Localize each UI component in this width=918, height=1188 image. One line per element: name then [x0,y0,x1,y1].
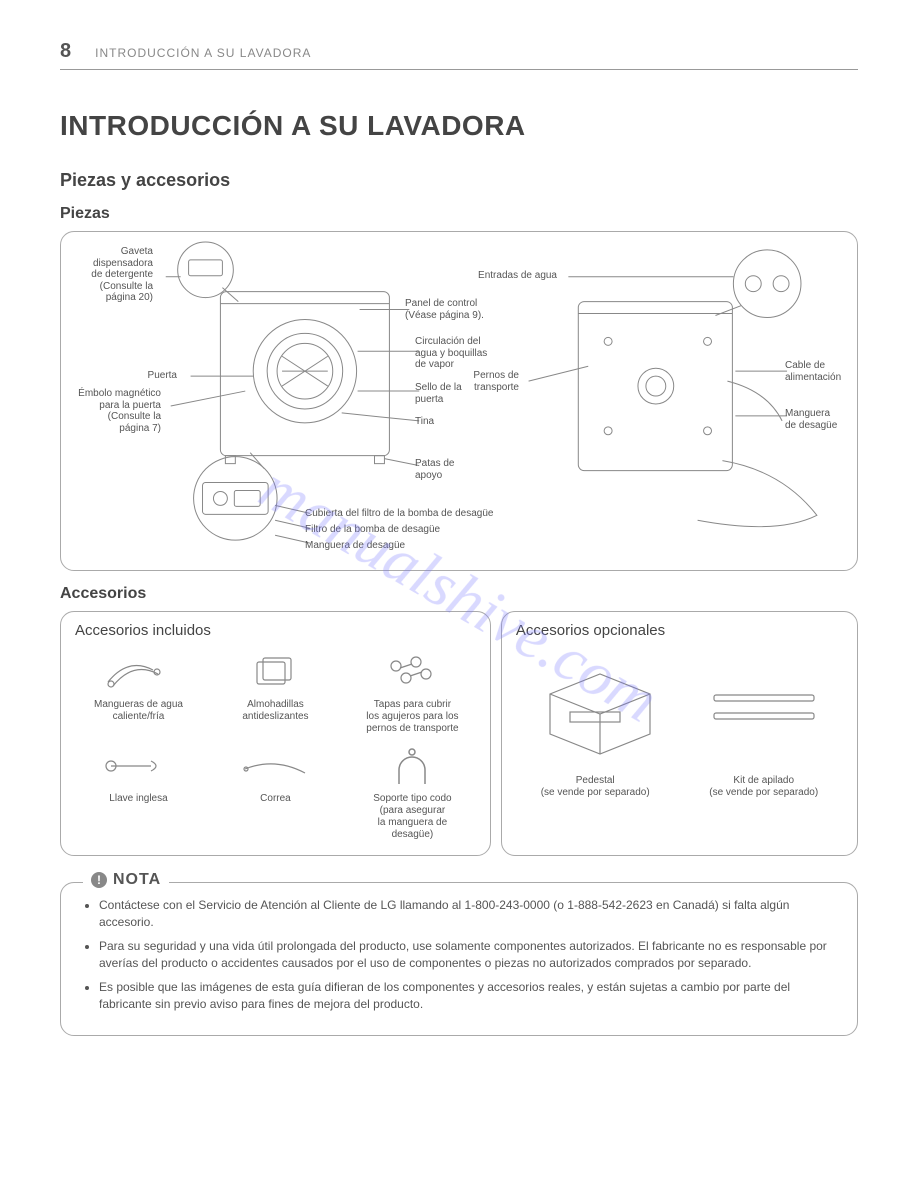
item-llave-label: Llave inglesa [109,793,167,804]
opcionales-grid: Pedestal(se vende por separado) Kit de a… [516,649,843,799]
label-manguera-front: Manguera de desagüe [305,540,405,552]
hose-icon [75,649,202,695]
label-embolo: Émbolo magnéticopara la puerta(Consulte … [63,388,161,434]
page-header: 8 INTRODUCCIÓN A SU LAVADORA [60,40,858,70]
section-parts-title: Piezas y accesorios [60,170,858,191]
info-icon: ! [91,872,107,888]
nota-legend: ! NOTA [83,871,169,889]
label-sello: Sello de lapuerta [415,382,462,405]
stacking-kit-icon [684,649,843,769]
nota-title: NOTA [113,871,161,889]
label-gaveta: Gavetadispensadorade detergente(Consulte… [67,246,153,304]
accesorios-incluidos-box: Accesorios incluidos Mangueras de aguaca… [60,611,491,856]
item-mangueras-label: Mangueras de aguacaliente/fría [94,699,183,722]
item-pedestal-label: Pedestal(se vende por separado) [541,775,650,798]
strap-icon [212,743,339,789]
elbow-icon [349,743,476,789]
item-correa: Correa [212,743,339,841]
caps-icon [349,649,476,695]
main-title: INTRODUCCIÓN A SU LAVADORA [60,110,858,142]
wrench-icon [75,743,202,789]
item-kit-label: Kit de apilado(se vende por separado) [709,775,818,798]
accesorios-subtitle: Accesorios [60,585,858,603]
header-title: INTRODUCCIÓN A SU LAVADORA [95,46,311,60]
item-kit: Kit de apilado(se vende por separado) [684,649,843,799]
nota-box: ! NOTA Contáctese con el Servicio de Ate… [60,882,858,1036]
label-cubierta-filtro: Cubierta del filtro de la bomba de desag… [305,508,493,520]
item-correa-label: Correa [260,793,291,804]
opcionales-title: Accesorios opcionales [516,622,843,639]
label-panel: Panel de control(Véase página 9). [405,298,484,321]
accesorios-row: Accesorios incluidos Mangueras de aguaca… [60,611,858,856]
incluidos-grid: Mangueras de aguacaliente/fría Almohadil… [75,649,476,841]
label-circulacion: Circulación delagua y boquillasde vapor [415,336,487,371]
label-tina: Tina [415,416,434,428]
label-puerta: Puerta [125,370,177,382]
item-mangueras: Mangueras de aguacaliente/fría [75,649,202,735]
label-pernos: Pernos detransporte [459,370,519,393]
pedestal-icon [516,649,675,769]
label-filtro: Filtro de la bomba de desagüe [305,524,440,536]
item-pedestal: Pedestal(se vende por separado) [516,649,675,799]
label-cable: Cable dealimentación [785,360,841,383]
item-almohadillas: Almohadillasantideslizantes [212,649,339,735]
item-llave: Llave inglesa [75,743,202,841]
piezas-subtitle: Piezas [60,205,858,223]
item-tapas-label: Tapas para cubrirlos agujeros para lospe… [366,699,458,734]
item-almohadillas-label: Almohadillasantideslizantes [242,699,308,722]
accesorios-opcionales-box: Accesorios opcionales Pedestal(se vende … [501,611,858,856]
nota-item: Es posible que las imágenes de esta guía… [99,979,839,1014]
page-number: 8 [60,40,71,63]
nota-list: Contáctese con el Servicio de Atención a… [79,897,839,1013]
label-patas: Patas deapoyo [415,458,454,481]
label-entradas: Entradas de agua [459,270,557,282]
item-soporte: Soporte tipo codo(para asegurarla mangue… [349,743,476,841]
label-manguera-back: Manguerade desagüe [785,408,837,431]
incluidos-title: Accesorios incluidos [75,622,476,639]
item-soporte-label: Soporte tipo codo(para asegurarla mangue… [373,793,451,840]
nota-item: Contáctese con el Servicio de Atención a… [99,897,839,932]
item-tapas: Tapas para cubrirlos agujeros para lospe… [349,649,476,735]
nota-item: Para su seguridad y una vida útil prolon… [99,938,839,973]
pads-icon [212,649,339,695]
piezas-diagram-box: Gavetadispensadorade detergente(Consulte… [60,231,858,571]
